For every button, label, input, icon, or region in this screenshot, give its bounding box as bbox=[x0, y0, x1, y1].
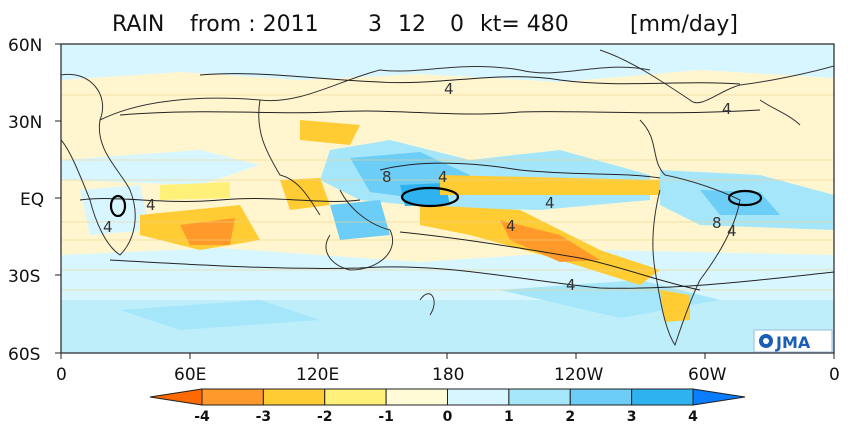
contour-label: 4 bbox=[727, 222, 737, 240]
jma-logo: JMA bbox=[753, 329, 833, 353]
colorbar-segment bbox=[631, 388, 694, 406]
colorbar-segment bbox=[692, 388, 746, 406]
colorbar-segment bbox=[508, 388, 571, 406]
colorbar: -4 -3 -2 -1 0 1 2 3 4 bbox=[149, 388, 746, 425]
colorbar-segment bbox=[201, 388, 264, 406]
colorbar-segment bbox=[569, 388, 633, 406]
title-day: 12 bbox=[398, 12, 426, 37]
lat-label: 30N bbox=[8, 113, 42, 133]
jma-logo-text: JMA bbox=[775, 333, 811, 352]
title-units: [mm/day] bbox=[630, 12, 738, 37]
colorbar-tick-label: -4 bbox=[194, 409, 210, 425]
contour-label: 4 bbox=[566, 276, 576, 294]
contour-label: 4 bbox=[722, 100, 732, 118]
colorbar-tick-label: -1 bbox=[378, 409, 394, 425]
heavy-contours bbox=[109, 186, 763, 218]
contour-label: 4 bbox=[146, 196, 156, 214]
lon-label: 120E bbox=[296, 365, 339, 385]
lon-label: 0 bbox=[56, 365, 67, 385]
contour-lines bbox=[79, 73, 834, 291]
coastlines bbox=[61, 49, 834, 347]
contour-label-group: 4 4 8 4 4 4 4 4 8 4 4 bbox=[103, 80, 737, 294]
colorbar-segment bbox=[324, 388, 387, 406]
title-variable: RAIN bbox=[112, 12, 165, 37]
contour-label: 4 bbox=[438, 168, 448, 186]
title-kt: kt= 480 bbox=[480, 12, 569, 37]
lat-label: EQ bbox=[20, 190, 44, 210]
colorbar-tick-label: 1 bbox=[504, 409, 514, 425]
title-hour: 0 bbox=[450, 12, 464, 37]
contour-label: 4 bbox=[506, 217, 516, 235]
colorbar-segment bbox=[149, 388, 203, 406]
colorbar-tick-label: -2 bbox=[317, 409, 333, 425]
colorbar-segment bbox=[385, 388, 448, 406]
lon-label: 120W bbox=[554, 365, 603, 385]
lat-label: 60S bbox=[8, 345, 40, 365]
title-month: 3 bbox=[368, 12, 382, 37]
lon-label: 180 bbox=[432, 365, 464, 385]
colorbar-tick-label: 4 bbox=[688, 409, 698, 425]
lon-ticks bbox=[60, 353, 835, 359]
title-from: from : 2011 bbox=[190, 12, 319, 37]
contour-label: 4 bbox=[444, 80, 454, 98]
lon-label: 60W bbox=[688, 365, 727, 385]
colorbar-segment bbox=[447, 388, 510, 406]
colorbar-segment bbox=[262, 388, 326, 406]
colorbar-tick-label: -3 bbox=[256, 409, 272, 425]
map-title: RAIN from : 2011 3 12 0 kt= 480 [mm/day] bbox=[60, 6, 834, 40]
contour-label: 4 bbox=[545, 194, 555, 212]
colorbar-tick-label: 0 bbox=[443, 409, 453, 425]
contour-label: 8 bbox=[712, 214, 722, 232]
lat-ticks bbox=[55, 43, 61, 354]
contour-label: 4 bbox=[103, 218, 113, 236]
lat-label: 60N bbox=[8, 36, 42, 56]
colorbar-tick-label: 2 bbox=[565, 409, 575, 425]
contour-label: 8 bbox=[382, 168, 392, 186]
colorbar-tick-label: 3 bbox=[627, 409, 637, 425]
lat-label: 30S bbox=[8, 267, 40, 287]
grid-lines bbox=[61, 94, 834, 291]
lon-label: 60E bbox=[174, 365, 206, 385]
lon-label: 0 bbox=[829, 365, 840, 385]
